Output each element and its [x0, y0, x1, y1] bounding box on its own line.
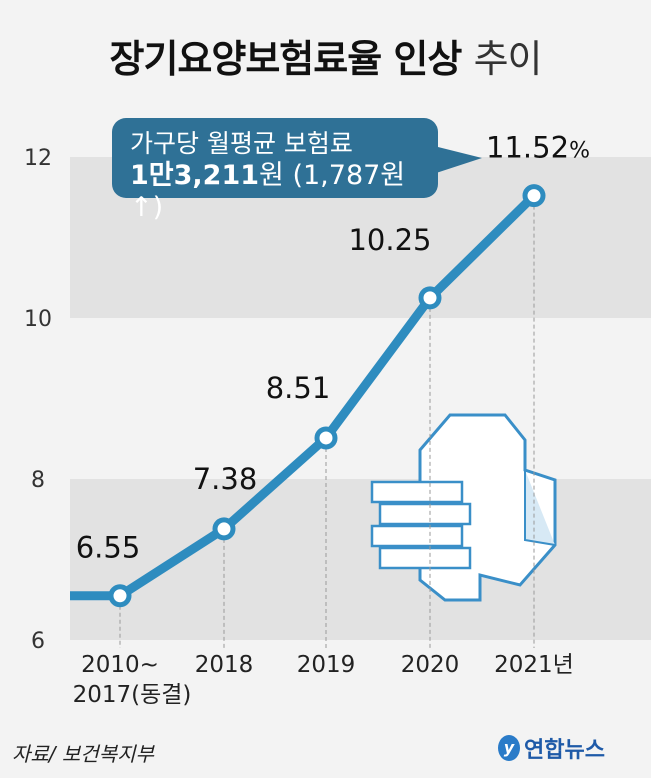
- title-light: 추이: [473, 37, 543, 81]
- logo-text: 연합뉴스: [524, 738, 605, 763]
- x-tick-label: 2010~: [81, 652, 159, 678]
- data-label: 7.38: [193, 462, 258, 496]
- medical-cross-icon: [370, 413, 557, 602]
- callout-amount: 1만3,211: [130, 160, 260, 191]
- data-label: 10.25: [348, 223, 431, 257]
- data-label: 8.51: [266, 371, 331, 405]
- x-tick-label: 2017(동결): [73, 682, 192, 708]
- callout-change: (1,787원: [292, 160, 406, 191]
- x-tick-label: 2020: [401, 652, 460, 678]
- title-main: 장기요양보험료율 인상: [109, 37, 463, 81]
- logo-icon: y: [498, 735, 520, 761]
- x-tick-label: 2018: [195, 652, 254, 678]
- data-point: [314, 426, 338, 450]
- y-tick-label: 12: [24, 146, 52, 171]
- callout-close: ): [152, 192, 164, 223]
- y-tick-label: 10: [24, 307, 52, 332]
- y-tick-label: 6: [31, 629, 45, 654]
- up-arrow-icon: ↑: [130, 192, 153, 223]
- data-label: 6.55: [76, 531, 141, 565]
- chart-title: 장기요양보험료율 인상 추이: [0, 28, 651, 83]
- callout-unit: 원: [259, 160, 284, 191]
- callout-pointer: [430, 145, 482, 175]
- source-note: 자료/ 보건복지부: [12, 742, 154, 766]
- callout-line1: 가구당 월평균 보험료: [130, 129, 353, 158]
- callout-bubble: 가구당 월평균 보험료 1만3,211원 (1,787원 ↑): [112, 118, 438, 223]
- percent-suffix: %: [569, 139, 590, 164]
- callout-line2: 1만3,211원 (1,787원 ↑): [130, 160, 438, 224]
- data-point: [108, 584, 132, 608]
- data-point: [212, 517, 236, 541]
- grid-band: [70, 479, 651, 640]
- data-point: [418, 286, 442, 310]
- x-tick-label: 2021년: [494, 652, 574, 678]
- data-label: 11.52%: [486, 131, 590, 165]
- data-point: [522, 184, 546, 208]
- yonhap-logo: y 연합뉴스: [498, 732, 605, 764]
- y-tick-label: 8: [31, 468, 45, 493]
- x-tick-label: 2019: [297, 652, 356, 678]
